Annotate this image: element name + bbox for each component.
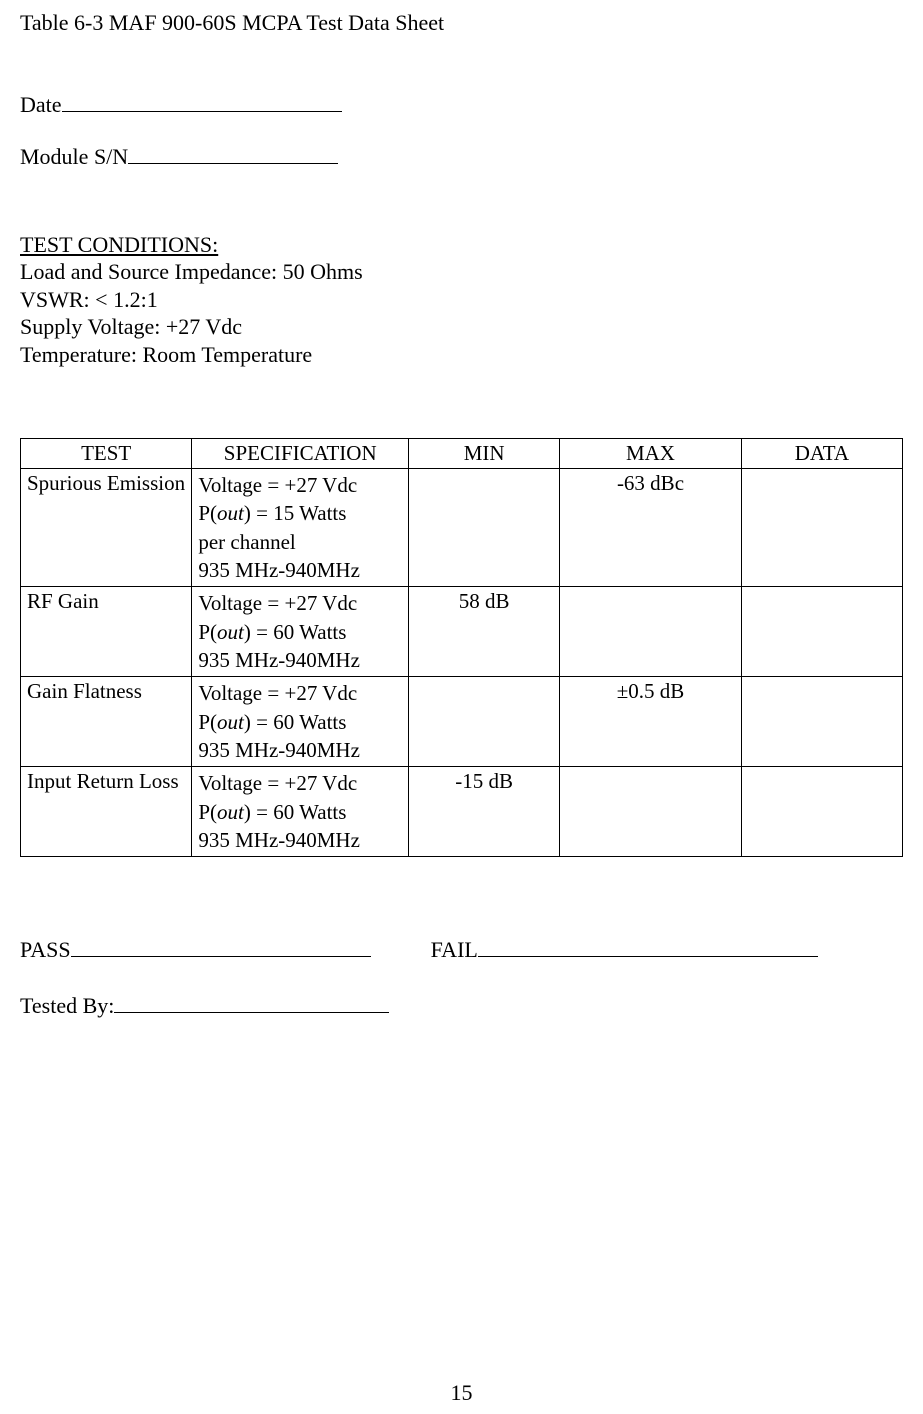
cell-min xyxy=(409,677,560,767)
pout-rparen: ) xyxy=(244,710,251,734)
cell-max: ±0.5 dB xyxy=(560,677,741,767)
cell-test: Spurious Emission xyxy=(21,469,192,587)
table-row: RF Gain Voltage = +27 Vdc P(out) = 60 Wa… xyxy=(21,587,903,677)
test-conditions: TEST CONDITIONS: Load and Source Impedan… xyxy=(20,232,903,368)
pout-p: P xyxy=(198,800,210,824)
th-min: MIN xyxy=(409,439,560,469)
conditions-line-1: Load and Source Impedance: 50 Ohms xyxy=(20,258,903,286)
spec-freq: 935 MHz-940MHz xyxy=(198,826,402,854)
tested-by-label: Tested By: xyxy=(20,993,114,1018)
pout-lparen: ( xyxy=(210,800,217,824)
fail-field: FAIL xyxy=(431,937,818,963)
table-header-row: TEST SPECIFICATION MIN MAX DATA xyxy=(21,439,903,469)
sn-field-line: Module S/N xyxy=(20,144,903,170)
th-data: DATA xyxy=(741,439,902,469)
table-row: Input Return Loss Voltage = +27 Vdc P(ou… xyxy=(21,767,903,857)
spec-freq: 935 MHz-940MHz xyxy=(198,646,402,674)
pout-p: P xyxy=(198,620,210,644)
pout-out: out xyxy=(217,501,244,525)
data-table: TEST SPECIFICATION MIN MAX DATA Spurious… xyxy=(20,438,903,857)
spec-voltage: Voltage = +27 Vdc xyxy=(198,679,402,707)
th-test: TEST xyxy=(21,439,192,469)
cell-spec: Voltage = +27 Vdc P(out) = 60 Watts 935 … xyxy=(192,767,409,857)
pout-out: out xyxy=(217,800,244,824)
pass-fail-line: PASS FAIL xyxy=(20,937,903,963)
pass-field: PASS xyxy=(20,937,371,963)
cell-min xyxy=(409,469,560,587)
cell-data[interactable] xyxy=(741,767,902,857)
table-row: Gain Flatness Voltage = +27 Vdc P(out) =… xyxy=(21,677,903,767)
cell-max xyxy=(560,587,741,677)
tested-by-blank[interactable] xyxy=(114,994,389,1013)
page: Table 6-3 MAF 900-60S MCPA Test Data She… xyxy=(0,0,923,1414)
cell-min: -15 dB xyxy=(409,767,560,857)
cell-spec: Voltage = +27 Vdc P(out) = 15 Watts per … xyxy=(192,469,409,587)
spec-voltage: Voltage = +27 Vdc xyxy=(198,769,402,797)
cell-data[interactable] xyxy=(741,677,902,767)
spec-pout: P(out) = 60 Watts xyxy=(198,798,402,826)
cell-max: -63 dBc xyxy=(560,469,741,587)
cell-spec: Voltage = +27 Vdc P(out) = 60 Watts 935 … xyxy=(192,677,409,767)
cell-data[interactable] xyxy=(741,469,902,587)
pout-suffix: = 60 Watts xyxy=(251,710,347,734)
pout-suffix: = 60 Watts xyxy=(251,800,347,824)
pout-out: out xyxy=(217,620,244,644)
pout-p: P xyxy=(198,501,210,525)
spec-voltage: Voltage = +27 Vdc xyxy=(198,589,402,617)
spec-freq: 935 MHz-940MHz xyxy=(198,736,402,764)
spec-voltage: Voltage = +27 Vdc xyxy=(198,471,402,499)
cell-test: RF Gain xyxy=(21,587,192,677)
date-label: Date xyxy=(20,92,62,117)
pout-lparen: ( xyxy=(210,710,217,734)
pass-label: PASS xyxy=(20,937,71,962)
cell-max xyxy=(560,767,741,857)
page-number: 15 xyxy=(0,1380,923,1406)
pout-rparen: ) xyxy=(244,501,251,525)
pout-rparen: ) xyxy=(244,800,251,824)
conditions-line-2: VSWR: < 1.2:1 xyxy=(20,286,903,314)
pout-suffix: = 60 Watts xyxy=(251,620,347,644)
sn-blank[interactable] xyxy=(128,145,338,164)
pass-blank[interactable] xyxy=(71,938,371,957)
pout-p: P xyxy=(198,710,210,734)
tested-by-line: Tested By: xyxy=(20,993,903,1019)
cell-spec: Voltage = +27 Vdc P(out) = 60 Watts 935 … xyxy=(192,587,409,677)
cell-test: Gain Flatness xyxy=(21,677,192,767)
pout-suffix: = 15 Watts xyxy=(251,501,347,525)
cell-min: 58 dB xyxy=(409,587,560,677)
date-field-line: Date xyxy=(20,92,903,118)
conditions-line-3: Supply Voltage: +27 Vdc xyxy=(20,313,903,341)
pout-out: out xyxy=(217,710,244,734)
spec-pout: P(out) = 15 Watts xyxy=(198,499,402,527)
cell-test: Input Return Loss xyxy=(21,767,192,857)
spec-freq: 935 MHz-940MHz xyxy=(198,556,402,584)
table-row: Spurious Emission Voltage = +27 Vdc P(ou… xyxy=(21,469,903,587)
pout-lparen: ( xyxy=(210,501,217,525)
pout-lparen: ( xyxy=(210,620,217,644)
th-max: MAX xyxy=(560,439,741,469)
fail-label: FAIL xyxy=(431,937,478,962)
spec-pout: P(out) = 60 Watts xyxy=(198,708,402,736)
th-spec: SPECIFICATION xyxy=(192,439,409,469)
spec-extra: per channel xyxy=(198,528,402,556)
footer: PASS FAIL Tested By: xyxy=(20,937,903,1019)
spacer xyxy=(20,196,903,232)
fail-blank[interactable] xyxy=(478,938,818,957)
pout-rparen: ) xyxy=(244,620,251,644)
page-title: Table 6-3 MAF 900-60S MCPA Test Data She… xyxy=(20,10,903,36)
spec-pout: P(out) = 60 Watts xyxy=(198,618,402,646)
conditions-line-4: Temperature: Room Temperature xyxy=(20,341,903,369)
cell-data[interactable] xyxy=(741,587,902,677)
conditions-heading: TEST CONDITIONS: xyxy=(20,232,903,258)
sn-label: Module S/N xyxy=(20,144,128,169)
date-blank[interactable] xyxy=(62,93,342,112)
